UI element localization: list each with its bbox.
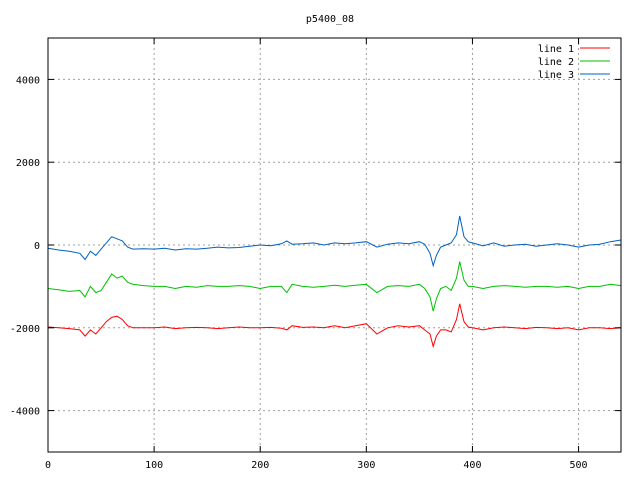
chart-title: p5400_08 <box>306 14 354 25</box>
series-line-1 <box>47 303 622 349</box>
y-tick-label: 2000 <box>16 158 40 169</box>
y-tick-label: -2000 <box>10 324 40 335</box>
legend-label-2: line 2 <box>538 57 574 68</box>
legend-label-3: line 3 <box>538 70 574 81</box>
y-tick-label: 0 <box>34 241 40 252</box>
x-tick-label: 100 <box>145 460 163 471</box>
x-tick-label: 500 <box>570 460 588 471</box>
x-tick-label: 0 <box>45 460 51 471</box>
x-tick-label: 400 <box>463 460 481 471</box>
x-tick-label: 300 <box>357 460 375 471</box>
y-tick-label: -4000 <box>10 407 40 418</box>
series-line-2 <box>47 261 622 312</box>
axes: 0 100 200 300 400 500 -4000 -2000 0 2000 4000 <box>10 38 621 471</box>
legend-label-1: line 1 <box>538 44 574 55</box>
y-tick-label: 4000 <box>16 75 40 86</box>
series-line-3 <box>47 215 622 268</box>
series-group <box>47 215 622 349</box>
legend: line 1 line 2 line 3 <box>538 44 610 81</box>
grid <box>48 38 621 452</box>
x-tick-label: 200 <box>251 460 269 471</box>
